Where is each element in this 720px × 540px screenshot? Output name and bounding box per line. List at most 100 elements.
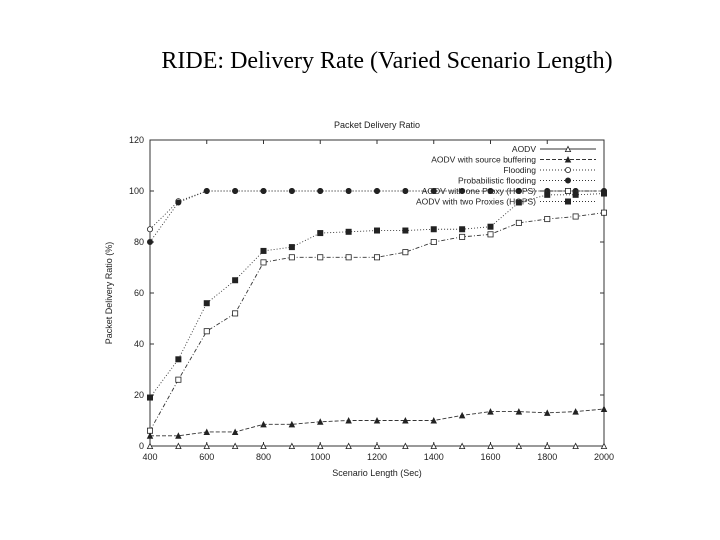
- x-tick-label: 1600: [480, 452, 500, 462]
- x-tick-label: 2000: [594, 452, 614, 462]
- legend-marker: [565, 177, 572, 184]
- data-point: [317, 418, 324, 425]
- data-point: [373, 227, 380, 234]
- y-tick-label: 120: [129, 135, 144, 145]
- x-tick-label: 400: [142, 452, 157, 462]
- data-point: [600, 442, 608, 450]
- series-5: [146, 209, 608, 434]
- series-6: [146, 190, 608, 401]
- data-point: [458, 442, 466, 450]
- legend-marker: [565, 198, 572, 205]
- series-1: [146, 442, 608, 450]
- data-point: [373, 187, 380, 194]
- legend-label: AODV with one Proxy (HOPS): [422, 186, 536, 196]
- data-point: [260, 187, 267, 194]
- legend-label: Probabilistic flooding: [458, 176, 536, 186]
- legend-item: Probabilistic flooding: [458, 176, 596, 186]
- legend-label: Flooding: [503, 165, 536, 175]
- data-point: [430, 417, 437, 424]
- chart-ticks: 400 600 800 1000 1200 1400 1600 1800 2000 0 20 40 60…: [129, 135, 614, 462]
- data-point: [373, 442, 381, 450]
- data-point: [175, 199, 182, 206]
- data-point: [459, 187, 466, 194]
- legend-marker: [564, 156, 572, 163]
- series-line: [149, 193, 605, 398]
- data-point: [345, 417, 352, 424]
- data-point: [203, 328, 210, 335]
- legend-label: AODV with source buffering: [431, 155, 536, 165]
- data-point: [317, 442, 324, 450]
- data-point: [231, 442, 239, 450]
- legend-item: AODV with two Proxies (HOPS): [416, 197, 596, 207]
- data-point: [373, 417, 381, 424]
- y-tick-label: 20: [134, 390, 144, 400]
- series-2: [146, 405, 608, 439]
- data-point: [430, 226, 437, 233]
- x-axis-label: Scenario Length (Sec): [332, 468, 422, 478]
- data-point: [459, 226, 466, 233]
- legend-marker: [565, 187, 572, 194]
- x-tick-label: 800: [256, 452, 271, 462]
- data-point: [260, 247, 267, 254]
- y-tick-label: 100: [129, 186, 144, 196]
- data-point: [345, 254, 352, 261]
- data-point: [487, 187, 494, 194]
- y-axis-label: Packet Delivery Ratio (%): [104, 242, 114, 345]
- x-tick-label: 1800: [537, 452, 557, 462]
- data-point: [232, 310, 239, 317]
- data-point: [260, 420, 267, 428]
- data-point: [515, 442, 523, 450]
- series-line: [149, 212, 605, 431]
- legend-marker: [565, 166, 572, 173]
- series-4: [146, 187, 608, 245]
- chart-title: Packet Delivery Ratio: [334, 120, 420, 130]
- data-point: [459, 233, 466, 240]
- y-tick-label: 60: [134, 288, 144, 298]
- data-point: [175, 432, 182, 439]
- data-point: [487, 442, 494, 450]
- data-point: [146, 427, 153, 434]
- legend-item: AODV with one Proxy (HOPS): [422, 186, 596, 196]
- legend-marker: [564, 145, 572, 153]
- data-point: [288, 420, 296, 428]
- data-point: [146, 226, 153, 233]
- data-point: [601, 190, 608, 197]
- data-point: [288, 187, 295, 194]
- data-point: [458, 411, 466, 419]
- data-point: [402, 417, 409, 424]
- data-point: [544, 442, 551, 450]
- data-point: [402, 249, 409, 256]
- data-point: [146, 442, 154, 450]
- data-point: [288, 254, 295, 261]
- y-tick-label: 0: [139, 441, 144, 451]
- data-point: [260, 442, 267, 450]
- data-point: [487, 408, 494, 415]
- data-point: [345, 187, 352, 194]
- y-tick-label: 40: [134, 339, 144, 349]
- series-3: [146, 187, 608, 233]
- data-point: [572, 408, 579, 415]
- data-point: [232, 187, 239, 194]
- data-point: [146, 238, 153, 245]
- data-point: [231, 428, 239, 435]
- data-point: [430, 442, 437, 450]
- data-point: [572, 213, 579, 220]
- legend-item: AODV with source buffering: [431, 155, 596, 165]
- data-point: [544, 409, 551, 416]
- data-point: [146, 394, 153, 401]
- legend-item: Flooding: [503, 165, 596, 175]
- data-point: [572, 191, 579, 198]
- data-point: [175, 356, 182, 363]
- data-point: [515, 408, 523, 415]
- data-point: [402, 442, 409, 450]
- data-point: [146, 432, 154, 439]
- data-point: [175, 442, 182, 450]
- slide-title: RIDE: Delivery Rate (Varied Scenario Len…: [161, 48, 613, 74]
- data-point: [260, 259, 267, 266]
- data-point: [515, 187, 522, 194]
- data-point: [232, 277, 239, 284]
- data-point: [487, 223, 494, 230]
- data-point: [402, 227, 409, 234]
- data-point: [345, 442, 352, 450]
